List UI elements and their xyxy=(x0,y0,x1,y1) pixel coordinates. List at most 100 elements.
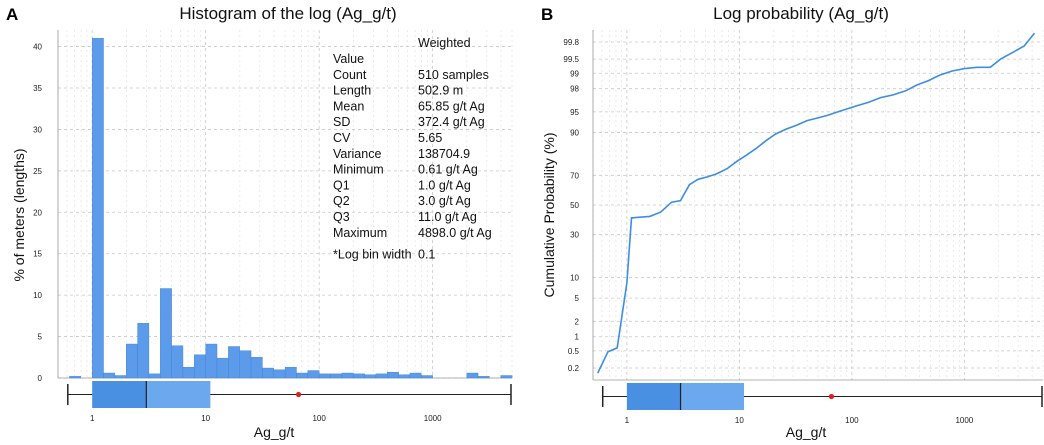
histogram-y-ticks: 0 5 10 15 20 25 30 35 40 xyxy=(33,43,42,383)
stats-label: Q1 xyxy=(333,178,350,192)
histogram-bar xyxy=(353,373,365,379)
stats-value: 0.61 g/t Ag xyxy=(418,163,478,177)
probability-y-tick-label: 99.5 xyxy=(563,55,579,64)
histogram-bar xyxy=(103,372,116,379)
stats-label: Q3 xyxy=(333,210,350,224)
histogram-bar xyxy=(375,373,388,379)
stats-label: Count xyxy=(333,68,367,82)
probability-y-tick-label: 98 xyxy=(570,85,579,94)
stats-label: Mean xyxy=(333,99,364,113)
panel-a-letter: A xyxy=(6,5,18,24)
histogram-bar xyxy=(69,376,81,379)
histogram-bar xyxy=(273,369,286,379)
probability-y-tick-label: 2 xyxy=(575,317,580,326)
histogram-x-tick-label: 100 xyxy=(312,414,326,423)
stats-table: Weighted Value Count 510 samples Length 502.… xyxy=(333,36,492,262)
stats-label: Length xyxy=(333,84,371,98)
probability-y-tick-label: 70 xyxy=(570,171,579,180)
histogram-bar xyxy=(228,346,240,379)
probability-grid xyxy=(592,30,1044,381)
probability-x-tick-label: 100 xyxy=(845,416,859,425)
probability-y-tick-label: 0.5 xyxy=(568,347,580,356)
probability-y-tick-label: 1 xyxy=(575,333,580,342)
stats-label: CV xyxy=(333,131,351,145)
stats-label: Value xyxy=(333,52,364,66)
probability-box-upper xyxy=(680,383,745,410)
histogram-y-tick-label: 30 xyxy=(33,125,42,134)
stats-value: 11.0 g/t Ag xyxy=(418,210,477,224)
probability-x-tick-label: 10 xyxy=(735,416,744,425)
probability-y-tick-label: 10 xyxy=(570,274,579,283)
histogram-y-tick-label: 15 xyxy=(33,250,42,259)
probability-y-tick-label: 5 xyxy=(575,294,580,303)
histogram-bar xyxy=(91,38,104,379)
panel-b-letter: B xyxy=(541,5,553,24)
stats-value: 65.85 g/t Ag xyxy=(418,99,485,113)
cumulative-probability-line xyxy=(596,32,1036,374)
histogram-bar xyxy=(364,374,377,379)
histogram-bar xyxy=(466,372,479,379)
histogram-bar xyxy=(216,357,229,379)
histogram-box-lower xyxy=(92,381,147,408)
histogram-bar xyxy=(137,323,150,379)
histogram-bar xyxy=(194,354,206,379)
stats-label: Maximum xyxy=(333,226,387,240)
histogram-bar xyxy=(477,376,490,379)
histogram-bar xyxy=(148,373,161,379)
histogram-bars xyxy=(69,38,513,379)
histogram-boxplot xyxy=(67,381,512,408)
histogram-x-label: Ag_g/t xyxy=(254,424,295,440)
probability-boxplot xyxy=(601,383,1043,410)
histogram-bar xyxy=(205,343,218,379)
probability-y-tick-label: 99.8 xyxy=(563,38,579,47)
histogram-bar xyxy=(250,357,263,379)
stats-value: 0.1 xyxy=(418,248,435,262)
histogram-bar xyxy=(387,372,399,379)
probability-x-ticks: 1 10 100 1000 xyxy=(625,416,974,425)
histogram-x-tick-label: 10 xyxy=(201,414,210,423)
probability-mean-marker xyxy=(828,393,835,400)
histogram-title: Histogram of the log (Ag_g/t) xyxy=(179,4,396,23)
stats-header: Weighted xyxy=(418,36,471,50)
panel-b-log-probability: B Log probability (Ag_g/t) 0.2 0.5 1 2 5 10 30… xyxy=(541,4,1044,440)
histogram-bar xyxy=(318,373,331,379)
stats-value: 4898.0 g/t Ag xyxy=(418,226,492,240)
histogram-bar xyxy=(262,367,274,379)
histogram-bar xyxy=(330,373,343,379)
panel-a-histogram: A Histogram of the log (Ag_g/t) 0 5 10 15 20… xyxy=(6,4,513,440)
stats-value: 5.65 xyxy=(418,131,442,145)
histogram-y-tick-label: 10 xyxy=(33,291,42,300)
histogram-mean-marker xyxy=(295,391,302,398)
histogram-y-tick-label: 35 xyxy=(33,84,42,93)
histogram-x-ticks: 1 10 100 1000 xyxy=(90,414,442,423)
histogram-bar xyxy=(239,350,252,379)
histogram-bar xyxy=(171,345,184,379)
histogram-bar xyxy=(307,370,320,379)
probability-y-tick-label: 90 xyxy=(570,128,579,137)
stats-value: 372.4 g/t Ag xyxy=(418,115,485,129)
histogram-x-tick-label: 1 xyxy=(90,414,95,423)
probability-x-tick-label: 1 xyxy=(625,416,630,425)
histogram-bar xyxy=(296,372,309,379)
probability-y-tick-label: 30 xyxy=(570,231,579,240)
stats-label: Q2 xyxy=(333,194,350,208)
histogram-y-tick-label: 5 xyxy=(38,333,43,342)
histogram-grid xyxy=(57,30,513,379)
histogram-x-tick-label: 1000 xyxy=(424,414,442,423)
probability-title: Log probability (Ag_g/t) xyxy=(713,4,889,23)
histogram-bar xyxy=(421,375,433,379)
probability-box-lower xyxy=(626,383,681,410)
probability-y-ticks: 0.2 0.5 1 2 5 10 30 50 70 90 95 98 99 99.5 99.8 xyxy=(563,38,579,373)
histogram-bar xyxy=(398,374,411,379)
probability-series xyxy=(596,32,1036,374)
histogram-y-label: % of meters (lengths) xyxy=(11,148,27,281)
histogram-bar xyxy=(114,375,127,379)
probability-x-tick-label: 1000 xyxy=(955,416,973,425)
stats-value: 510 samples xyxy=(418,68,489,82)
stats-label: *Log bin width xyxy=(333,248,412,262)
probability-x-label: Ag_g/t xyxy=(786,424,827,440)
histogram-box-upper xyxy=(146,381,211,408)
histogram-bar xyxy=(409,372,422,379)
stats-value: 138704.9 xyxy=(418,147,470,161)
